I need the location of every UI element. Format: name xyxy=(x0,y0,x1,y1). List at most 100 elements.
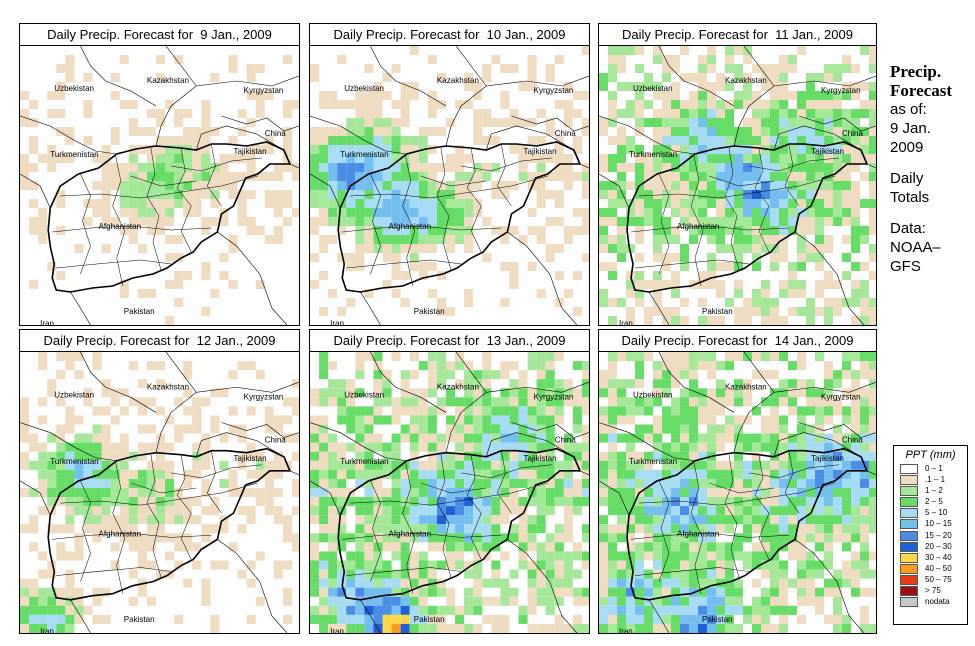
precip-cell xyxy=(137,506,147,516)
precip-cell xyxy=(653,298,662,307)
label-turkmenistan: Turkmenistan xyxy=(340,150,388,159)
precip-cell xyxy=(400,596,410,606)
precip-cell xyxy=(491,415,501,425)
precip-cell xyxy=(418,497,428,507)
precip-cell xyxy=(662,226,671,235)
precip-cell xyxy=(716,605,725,615)
precip-cell xyxy=(626,82,635,91)
precip-cell xyxy=(635,298,644,307)
precip-cell xyxy=(680,460,689,470)
precip-cell xyxy=(716,506,725,516)
precip-cell xyxy=(833,370,842,380)
precip-cell xyxy=(833,497,842,507)
precip-cell xyxy=(310,497,320,507)
precip-cell xyxy=(824,235,833,244)
precip-cell xyxy=(689,217,698,226)
precip-cell xyxy=(382,506,392,516)
precip-cell xyxy=(146,469,156,479)
precip-cell xyxy=(146,172,156,181)
precip-cell xyxy=(436,533,446,543)
precip-cell xyxy=(752,614,761,624)
precip-cell xyxy=(653,605,662,615)
precip-cell xyxy=(581,551,589,561)
precip-cell xyxy=(391,64,401,73)
precip-cell xyxy=(806,397,815,407)
precip-cell xyxy=(815,451,824,461)
precip-cell xyxy=(445,244,456,253)
precip-cell xyxy=(536,433,546,443)
precip-cell xyxy=(833,154,842,163)
precip-cell xyxy=(545,569,555,579)
precip-cell xyxy=(382,280,392,289)
precip-cell xyxy=(355,497,365,507)
precip-cell xyxy=(644,460,653,470)
precip-cell xyxy=(445,397,456,407)
precip-cell xyxy=(137,208,147,217)
precip-cell xyxy=(310,190,320,199)
precip-cell xyxy=(599,578,608,588)
label-uzbekistan: Uzbekistan xyxy=(54,84,94,93)
precip-cell xyxy=(716,190,725,199)
precip-cell xyxy=(680,316,689,325)
precip-cell xyxy=(653,587,662,597)
precip-cell xyxy=(128,163,138,172)
precip-cell xyxy=(110,163,120,172)
precip-cell xyxy=(264,190,274,199)
precip-cell xyxy=(536,235,546,244)
precip-cell xyxy=(228,406,238,416)
label-tajikistan: Tajikistan xyxy=(524,147,557,156)
precip-cell xyxy=(29,524,39,534)
precip-cell xyxy=(328,136,338,145)
precip-cell xyxy=(418,533,428,543)
precip-cell xyxy=(554,487,564,498)
precip-cell xyxy=(210,424,220,434)
precip-cell xyxy=(554,379,564,389)
precip-cell xyxy=(319,560,329,570)
precip-cell xyxy=(725,145,734,154)
precip-cell xyxy=(373,460,383,470)
precip-cell xyxy=(201,478,211,488)
precip-cell xyxy=(725,172,734,181)
label-afghanistan: Afghanistan xyxy=(389,222,431,231)
precip-cell xyxy=(400,172,410,181)
precip-cell xyxy=(436,542,446,552)
precip-cell xyxy=(65,605,75,615)
precip-cell xyxy=(842,235,851,244)
precip-cell xyxy=(445,596,456,606)
precip-cell xyxy=(527,569,537,579)
precip-cell xyxy=(779,415,788,425)
precip-cell xyxy=(572,208,582,217)
precip-cell xyxy=(509,524,519,534)
precip-cell xyxy=(653,524,662,534)
precip-cell xyxy=(626,208,635,217)
precip-cell xyxy=(364,442,374,452)
precip-cell xyxy=(400,91,410,100)
precip-cell xyxy=(373,515,383,525)
precip-cell xyxy=(20,91,30,100)
precip-cell xyxy=(92,533,102,543)
precip-cell xyxy=(92,442,102,452)
precip-cell xyxy=(563,451,573,461)
precip-cell xyxy=(770,82,779,91)
precip-cell xyxy=(319,370,329,380)
precip-cell xyxy=(860,469,869,479)
precip-cell xyxy=(47,451,57,461)
precip-cell xyxy=(192,406,202,416)
precip-cell xyxy=(545,379,555,389)
precip-cell xyxy=(464,172,474,181)
precip-cell xyxy=(237,127,247,136)
precip-cell xyxy=(509,109,519,118)
precip-cell xyxy=(761,235,770,244)
precip-cell xyxy=(146,397,156,407)
precip-cell xyxy=(427,533,437,543)
precip-cell xyxy=(518,524,528,534)
precip-cell xyxy=(355,181,365,190)
label-kazakhstan: Kazakhstan xyxy=(147,382,189,391)
precip-cell xyxy=(833,424,842,434)
precip-cell xyxy=(337,478,347,488)
precip-cell xyxy=(183,478,193,488)
precip-cell xyxy=(752,217,761,226)
precip-cell xyxy=(779,172,788,181)
precip-cell xyxy=(464,370,474,380)
precip-cell xyxy=(509,118,519,127)
